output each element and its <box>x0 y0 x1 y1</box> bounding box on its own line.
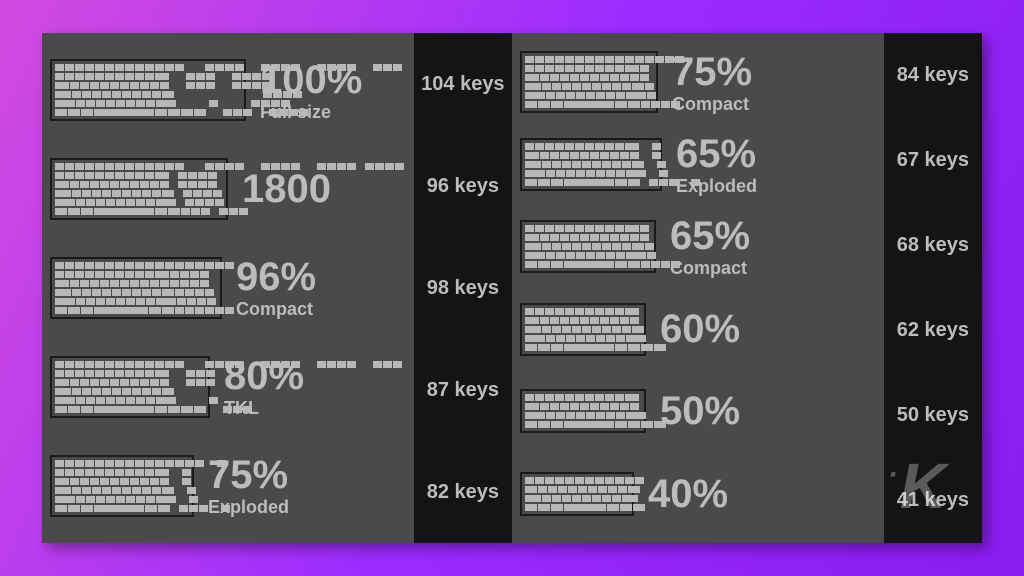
keycount-cell: 96 keys <box>414 135 512 237</box>
label-box: 75% Exploded <box>208 455 289 516</box>
keycount-cell: 98 keys <box>414 237 512 339</box>
gradient-background: 100% Full size 1800 96% Compact 80% TKL 75% Expl… <box>0 0 1024 576</box>
keycount-label: 96 keys <box>414 175 512 198</box>
keycount-cell: 62 keys <box>884 288 982 373</box>
keycount-label: 68 keys <box>884 234 982 257</box>
left-row: 80% TKL <box>50 337 414 436</box>
percent-label: 65% <box>670 216 750 256</box>
keycount-label: 62 keys <box>884 319 982 342</box>
right-row: 50% <box>520 370 884 452</box>
percent-label: 65% <box>676 134 757 174</box>
right-row: 65% Compact <box>520 206 884 288</box>
left-gray-column: 100% Full size 1800 96% Compact 80% TKL 75% Expl… <box>42 33 414 543</box>
subtitle-label: Exploded <box>208 498 289 516</box>
label-box: 50% <box>660 391 740 431</box>
percent-label: 60% <box>660 309 740 349</box>
label-box: 65% Exploded <box>676 134 757 195</box>
keyboard-illustration-65e <box>520 138 662 191</box>
label-box: 1800 <box>242 169 331 209</box>
keycount-cell: 87 keys <box>414 339 512 441</box>
keyboard-illustration-1800 <box>50 158 228 220</box>
keycount-label: 50 keys <box>884 404 982 427</box>
label-box: 96% Compact <box>236 257 316 318</box>
keyboard-illustration-60 <box>520 303 646 356</box>
percent-label: 96% <box>236 257 316 297</box>
label-box: 80% TKL <box>224 356 304 417</box>
label-box: 75% Compact <box>672 52 752 113</box>
keycount-cell: 68 keys <box>884 203 982 288</box>
percent-label: 75% <box>672 52 752 92</box>
keyboard-illustration-75e <box>50 455 194 517</box>
keycount-cell: 84 keys <box>884 33 982 118</box>
keycount-cell: 82 keys <box>414 441 512 543</box>
subtitle-label: Exploded <box>676 177 757 195</box>
percent-label: 1800 <box>242 169 331 209</box>
right-row: 60% <box>520 288 884 370</box>
subtitle-label: Full size <box>260 103 362 121</box>
left-black-column: 104 keys 96 keys 98 keys 87 keys 82 keys <box>414 33 512 543</box>
keyboard-illustration-50 <box>520 389 646 433</box>
percent-label: 80% <box>224 356 304 396</box>
keycount-cell: 41 keys <box>884 458 982 543</box>
subtitle-label: Compact <box>670 259 750 277</box>
percent-label: 40% <box>648 474 728 514</box>
left-row: 96% Compact <box>50 239 414 338</box>
percent-label: 100% <box>260 60 362 100</box>
keycount-label: 98 keys <box>414 277 512 300</box>
subtitle-label: TKL <box>224 399 304 417</box>
keycount-label: 82 keys <box>414 481 512 504</box>
label-box: 40% <box>648 474 728 514</box>
keycount-cell: 50 keys <box>884 373 982 458</box>
keycount-label: 104 keys <box>414 73 512 96</box>
keyboard-illustration-full <box>50 59 246 121</box>
label-box: 65% Compact <box>670 216 750 277</box>
keycount-label: 84 keys <box>884 64 982 87</box>
right-row: 65% Exploded <box>520 123 884 205</box>
subtitle-label: Compact <box>672 95 752 113</box>
right-row: 75% Compact <box>520 41 884 123</box>
right-row: 40% <box>520 453 884 535</box>
label-box: 60% <box>660 309 740 349</box>
keycount-label: 41 keys <box>884 489 982 512</box>
left-row: 1800 <box>50 140 414 239</box>
infographic-panel: 100% Full size 1800 96% Compact 80% TKL 75% Expl… <box>42 33 982 543</box>
keycount-cell: 104 keys <box>414 33 512 135</box>
keyboard-illustration-75c <box>520 51 658 113</box>
left-row: 75% Exploded <box>50 436 414 535</box>
subtitle-label: Compact <box>236 300 316 318</box>
percent-label: 50% <box>660 391 740 431</box>
keyboard-illustration-tkl <box>50 356 210 418</box>
keyboard-illustration-96 <box>50 257 222 319</box>
keyboard-illustration-65c <box>520 220 656 273</box>
right-gray-column: 75% Compact 65% Exploded 65% Compact 60% 50% 40% <box>512 33 884 543</box>
percent-label: 75% <box>208 455 289 495</box>
keycount-label: 67 keys <box>884 149 982 172</box>
keycount-cell: 67 keys <box>884 118 982 203</box>
right-black-column: 84 keys 67 keys 68 keys 62 keys 50 keys 41 ke… <box>884 33 982 543</box>
label-box: 100% Full size <box>260 60 362 121</box>
keyboard-illustration-40 <box>520 472 634 516</box>
left-row: 100% Full size <box>50 41 414 140</box>
keycount-label: 87 keys <box>414 379 512 402</box>
